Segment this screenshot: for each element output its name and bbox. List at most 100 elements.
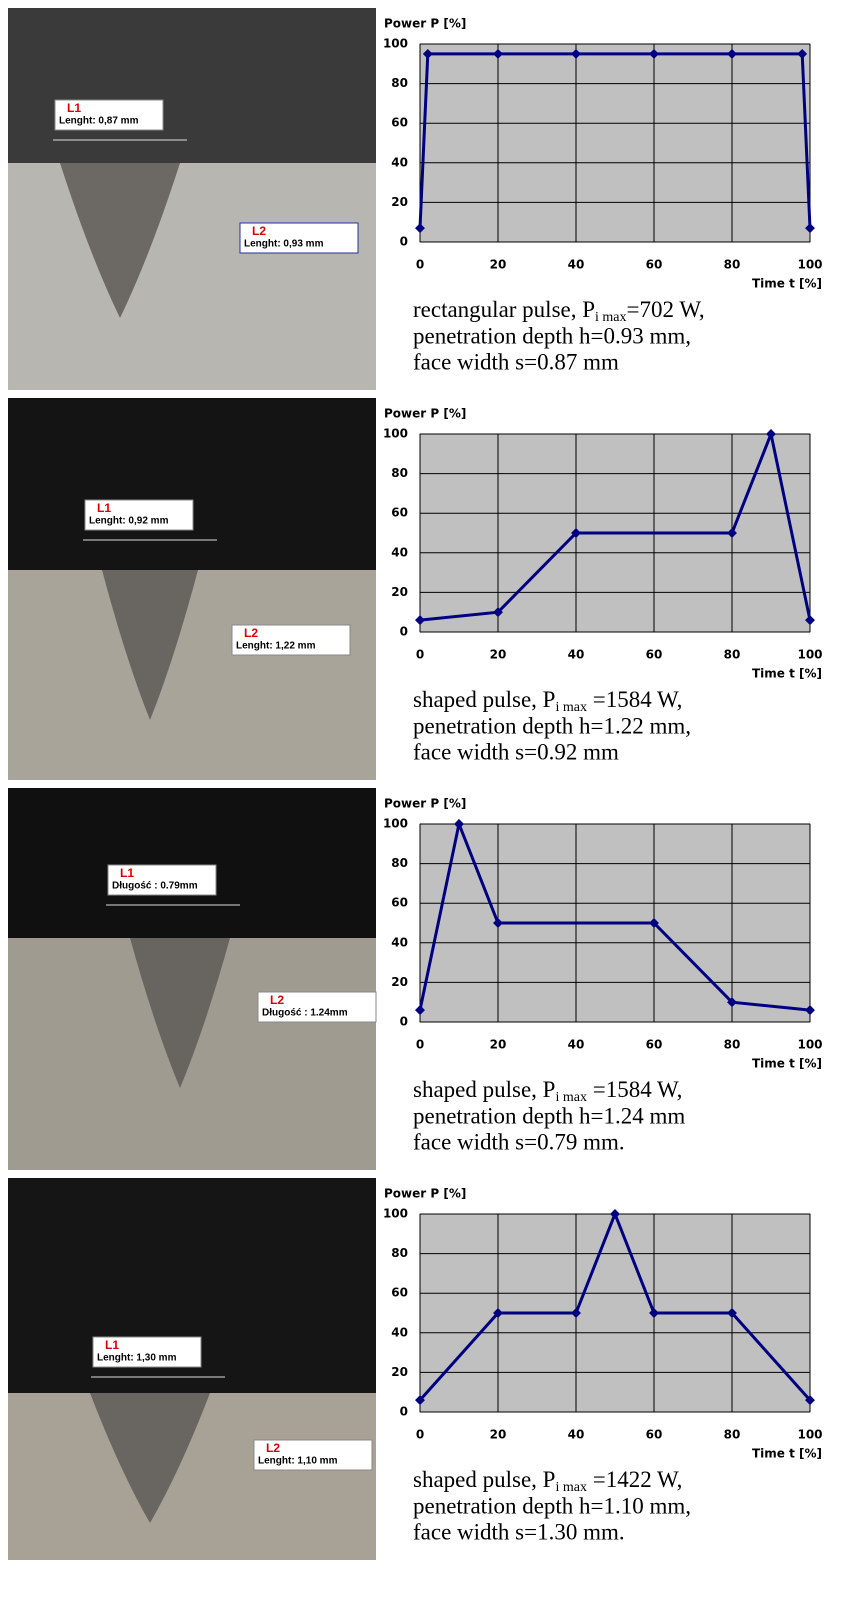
marker	[727, 997, 737, 1008]
x-tick-label: 60	[646, 1428, 663, 1442]
x-tick-label: 60	[646, 648, 663, 662]
caption-prefix: shaped pulse, P	[413, 1077, 555, 1102]
x-tick-label: 80	[724, 1428, 741, 1442]
caption-line: penetration depth h=1.24 mm	[413, 1103, 685, 1128]
x-tick-label: 40	[568, 258, 585, 272]
caption-line: shaped pulse, Pi max =1584 W,	[413, 687, 682, 715]
y-tick-label: 0	[400, 625, 408, 639]
weld-zone	[90, 1393, 210, 1523]
y-tick-label: 60	[391, 506, 408, 520]
measure-label-box	[84, 499, 194, 531]
marker	[727, 1308, 737, 1318]
plot-area	[419, 43, 811, 243]
measure-label-box	[239, 222, 359, 254]
marker	[805, 1005, 815, 1016]
marker	[493, 607, 503, 618]
y-tick-label: 100	[383, 817, 408, 831]
caption-suffix: =1584 W,	[587, 687, 682, 712]
y-tick-label: 80	[391, 76, 408, 90]
measure-label-name: L1	[105, 1338, 119, 1352]
marker	[415, 1005, 425, 1016]
marker	[727, 48, 737, 59]
y-tick-label: 40	[391, 545, 408, 559]
x-tick-label: 80	[724, 1038, 741, 1052]
marker	[805, 1395, 815, 1406]
caption-line: penetration depth h=1.10 mm,	[413, 1493, 691, 1518]
caption-subscript: i max	[595, 310, 627, 325]
x-axis-label: Time t [%]	[752, 667, 822, 681]
marker	[649, 1308, 659, 1318]
marker	[649, 918, 659, 928]
caption-subscript: i max	[555, 1480, 587, 1495]
marker	[415, 1395, 425, 1406]
marker	[766, 429, 776, 439]
caption-subscript: i max	[555, 700, 587, 715]
marker	[610, 1209, 620, 1219]
x-tick-label: 0	[416, 258, 424, 272]
x-axis-label: Time t [%]	[752, 1057, 822, 1071]
y-tick-label: 80	[391, 1246, 408, 1260]
marker	[415, 223, 425, 234]
marker	[649, 48, 659, 59]
measure-label-box	[231, 624, 351, 656]
x-tick-label: 20	[490, 648, 507, 662]
measure-label-box	[253, 1439, 373, 1471]
weld-zone	[60, 163, 180, 318]
line-series	[418, 818, 811, 1012]
marker	[415, 615, 425, 626]
measure-label-name: L1	[97, 501, 111, 515]
measure-label-name: L2	[266, 1441, 280, 1455]
caption-line: face width s=0.87 mm	[413, 349, 619, 374]
line-series	[418, 52, 812, 229]
y-tick-label: 20	[391, 195, 408, 209]
marker	[805, 615, 815, 626]
y-tick-label: 80	[391, 466, 408, 480]
y-tick-label: 0	[400, 1405, 408, 1419]
measure-label-name: L1	[120, 866, 134, 880]
y-tick-label: 40	[391, 155, 408, 169]
y-tick-label: 40	[391, 935, 408, 949]
x-tick-label: 0	[416, 1428, 424, 1442]
caption-subscript: i max	[555, 1090, 587, 1105]
y-tick-label: 0	[400, 235, 408, 249]
y-tick-label: 100	[383, 37, 408, 51]
x-tick-label: 60	[646, 1038, 663, 1052]
x-tick-label: 100	[797, 1038, 822, 1052]
y-axis-label: Power P [%]	[384, 797, 466, 811]
measure-label-box	[92, 1336, 202, 1368]
y-tick-label: 40	[391, 1325, 408, 1339]
micrograph-air	[8, 788, 376, 938]
caption-suffix: =1584 W,	[587, 1077, 682, 1102]
caption-line: penetration depth h=0.93 mm,	[413, 323, 691, 348]
y-axis-label: Power P [%]	[384, 407, 466, 421]
caption-line: shaped pulse, Pi max =1584 W,	[413, 1077, 682, 1105]
x-tick-label: 100	[797, 258, 822, 272]
caption-prefix: rectangular pulse, P	[413, 297, 595, 322]
measure-label-text: Długość : 0.79mm	[112, 881, 198, 892]
caption-line: face width s=0.79 mm.	[413, 1129, 625, 1154]
caption-suffix: =702 W,	[627, 297, 705, 322]
y-tick-label: 60	[391, 896, 408, 910]
caption-suffix: =1422 W,	[587, 1467, 682, 1492]
y-tick-label: 0	[400, 1015, 408, 1029]
line-series	[419, 428, 812, 622]
x-tick-label: 100	[797, 648, 822, 662]
measure-label-text: Lenght: 0,87 mm	[59, 116, 139, 127]
caption-line: shaped pulse, Pi max =1422 W,	[413, 1467, 682, 1495]
caption-line: rectangular pulse, Pi max=702 W,	[413, 297, 705, 325]
x-tick-label: 20	[490, 258, 507, 272]
x-tick-label: 60	[646, 258, 663, 272]
marker	[805, 223, 815, 234]
measure-label-text: Lenght: 1,22 mm	[236, 641, 316, 652]
y-tick-label: 80	[391, 856, 408, 870]
x-tick-label: 20	[490, 1038, 507, 1052]
marker	[571, 528, 581, 538]
marker	[493, 1308, 503, 1318]
marker	[454, 819, 464, 829]
caption-line: penetration depth h=1.22 mm,	[413, 713, 691, 738]
micrograph-air	[8, 398, 376, 570]
plot-area	[419, 1213, 811, 1413]
